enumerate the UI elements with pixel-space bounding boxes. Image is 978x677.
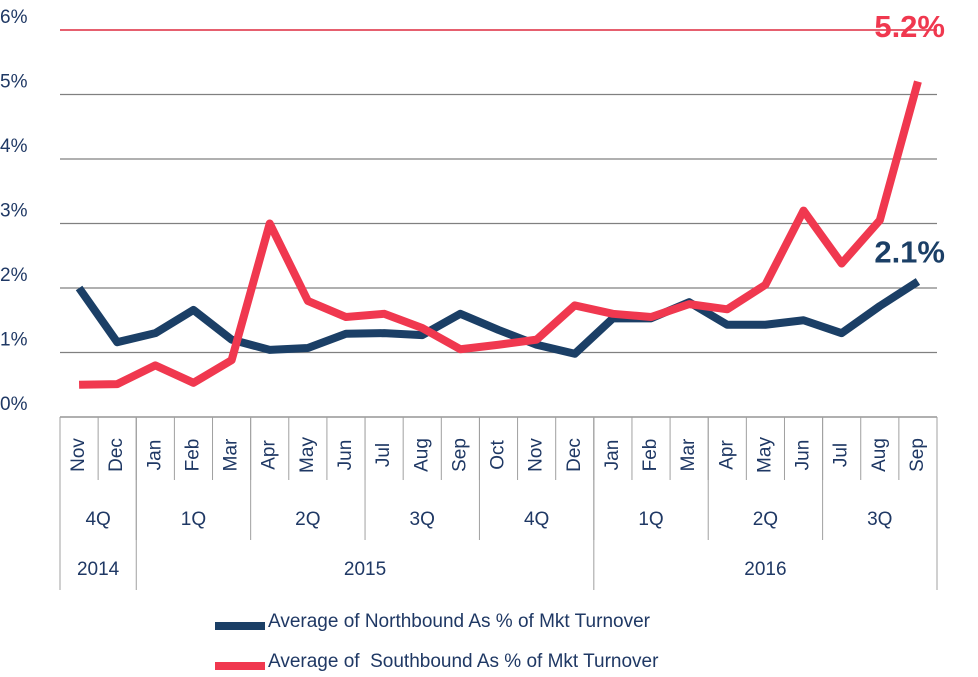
series-line (75, 278, 921, 358)
x-tick-label: May (754, 437, 775, 473)
x-tick-label: Jan (602, 440, 623, 471)
x-tick-label: Mar (221, 438, 242, 471)
x-tick-label: Dec (564, 438, 585, 472)
x-tick-label: Mar (678, 438, 699, 471)
x-tick-label: Nov (68, 438, 89, 472)
data-label: 2.1% (874, 235, 945, 270)
quarter-groups-label: 1Q (181, 509, 206, 530)
x-tick-label: Aug (411, 438, 432, 472)
x-tick-label: Sep (449, 438, 470, 472)
series-line (78, 80, 922, 389)
legend-label: Average of Northbound As % of Mkt Turnov… (268, 611, 651, 632)
y-tick-label: 5% (0, 72, 28, 93)
quarter-groups-label: 3Q (867, 509, 892, 530)
x-tick-label: Jul (831, 443, 852, 467)
x-tick-label: Feb (182, 439, 203, 472)
x-tick-label: Jun (335, 440, 356, 471)
quarter-groups-label: 2Q (753, 509, 778, 530)
quarter-groups-label: 3Q (410, 509, 435, 530)
x-tick-label: Feb (640, 439, 661, 472)
y-tick-label: 4% (0, 136, 28, 157)
y-tick-label: 6% (0, 7, 28, 28)
quarter-groups-label: 4Q (524, 509, 549, 530)
quarter-groups-label: 1Q (638, 509, 663, 530)
year-groups-label: 2015 (344, 559, 386, 580)
year-groups-label: 2016 (744, 559, 786, 580)
y-tick-label: 2% (0, 265, 28, 286)
y-tick-label: 0% (0, 394, 28, 415)
x-tick-label: Apr (716, 440, 737, 470)
x-tick-label: May (297, 437, 318, 473)
data-label: 5.2% (874, 9, 945, 44)
quarter-groups-label: 2Q (295, 509, 320, 530)
x-tick-label: Jun (793, 440, 814, 471)
x-tick-label: Nov (526, 438, 547, 472)
y-tick-label: 1% (0, 330, 28, 351)
x-tick-label: Sep (907, 438, 928, 472)
x-tick-label: Jan (144, 440, 165, 471)
x-tick-label: Dec (106, 438, 127, 472)
x-tick-label: Apr (259, 440, 280, 470)
quarter-groups-label: 4Q (85, 509, 110, 530)
year-groups-label: 2014 (77, 559, 120, 580)
legend-swatch (215, 662, 265, 670)
y-tick-label: 3% (0, 201, 28, 222)
legend-label: Average of Southbound As % of Mkt Turnov… (268, 651, 659, 672)
x-tick-label: Aug (869, 438, 890, 472)
legend-swatch (215, 622, 265, 630)
x-tick-label: Jul (373, 443, 394, 467)
x-tick-label: Oct (488, 440, 509, 470)
